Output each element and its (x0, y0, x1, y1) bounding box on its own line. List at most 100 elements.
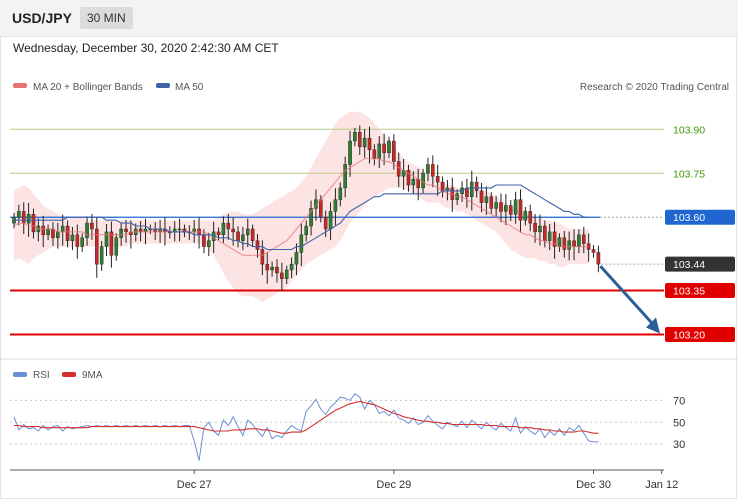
candle-body (577, 234, 581, 247)
x-tick-label: Dec 27 (177, 479, 212, 491)
candle-body (26, 214, 31, 224)
ma20-legend-swatch (13, 83, 27, 88)
candle-body (202, 234, 206, 247)
candle-body (411, 178, 416, 186)
bollinger-band-area (14, 111, 589, 303)
copyright-label: Research © 2020 Trading Central (580, 82, 729, 93)
candle-body (294, 252, 299, 265)
candle-body (319, 199, 323, 218)
last-price-label: 103.44 (673, 259, 705, 271)
candle-body (109, 231, 114, 256)
candle-body (211, 231, 216, 241)
rsi-ma-line (14, 400, 599, 434)
candle-body (275, 266, 279, 274)
candlesticks (12, 125, 601, 292)
candle-body (367, 137, 372, 151)
candle-body (21, 211, 26, 224)
candle-body (533, 222, 537, 233)
candle-body (552, 231, 557, 247)
candle-body (494, 202, 498, 209)
candle-body (75, 234, 80, 247)
ma50-legend-swatch (156, 83, 170, 88)
price-levels (10, 128, 664, 336)
rsi-legend-label: RSI (33, 370, 50, 381)
candle-body (596, 252, 601, 265)
x-axis: Dec 27 Dec 29 Dec 30 Jan 12 (10, 469, 678, 491)
candle-body (562, 237, 567, 250)
candle-body (484, 196, 489, 203)
resistance-label-103-75: 103.75 (673, 168, 705, 180)
candle-body (377, 143, 382, 159)
candle-body (440, 181, 445, 192)
candle-body (518, 199, 523, 221)
candle-body (343, 164, 347, 189)
candle-body (338, 187, 343, 200)
candle-body (124, 228, 128, 233)
candle-body (528, 211, 533, 224)
candle-body (499, 202, 503, 212)
candle-body (304, 225, 309, 236)
candle-body (357, 132, 362, 148)
candle-body (538, 225, 542, 233)
candle-body (523, 211, 528, 221)
candle-body (289, 263, 294, 271)
candle-body (80, 237, 84, 247)
candle-body (387, 140, 391, 153)
candle-body (572, 240, 576, 247)
candle-body (90, 222, 94, 230)
candle-body (333, 199, 338, 212)
candle-body (255, 240, 260, 250)
candle-body (46, 228, 50, 236)
forecast-arrow-head (646, 317, 660, 334)
candle-body (591, 249, 596, 253)
rsi-ma-legend-swatch (62, 372, 76, 377)
candle-body (56, 231, 60, 238)
candle-body (94, 228, 99, 265)
candle-body (85, 222, 89, 238)
candle-body (543, 225, 547, 241)
chart-frame (0, 36, 737, 499)
ma20-line (13, 158, 589, 256)
candle-body (392, 140, 396, 162)
candle-body (245, 228, 250, 236)
candle-body (581, 234, 586, 244)
candle-body (231, 228, 235, 233)
candle-body (41, 225, 46, 236)
chart-datetime: Wednesday, December 30, 2020 2:42:30 AM … (13, 41, 279, 55)
candle-body (348, 140, 352, 165)
timeframe-button[interactable]: 30 MIN (80, 7, 133, 29)
level-labels: 103.90 103.75 103.60 103.44 103.35 103.20 (665, 124, 735, 342)
candle-body (236, 231, 240, 241)
candle-body (489, 196, 494, 209)
ma20-legend-label: MA 20 + Bollinger Bands (33, 82, 143, 93)
candle-body (416, 178, 421, 189)
candle-body (508, 205, 513, 215)
symbol-title: USD/JPY (12, 10, 72, 26)
candle-body (469, 181, 474, 197)
support-tag-103-35 (665, 283, 735, 299)
candle-body (426, 164, 430, 174)
candle-body (431, 164, 435, 177)
candle-body (280, 272, 284, 279)
candle-body (270, 266, 274, 271)
resistance-label-103-90: 103.90 (673, 124, 705, 136)
top-bar: USD/JPY 30 MIN (0, 0, 738, 37)
candle-body (328, 211, 333, 230)
support-label-103-35: 103.35 (673, 286, 705, 298)
candle-body (474, 181, 479, 192)
candle-body (119, 228, 123, 238)
candle-body (216, 231, 221, 236)
candle-body (250, 228, 255, 241)
candle-body (382, 143, 386, 153)
candle-body (31, 214, 36, 233)
candle-body (465, 187, 469, 197)
moving-averages (13, 158, 589, 256)
candle-body (362, 137, 367, 148)
candle-body (557, 237, 562, 247)
candle-body (221, 222, 226, 236)
candle-body (421, 173, 425, 189)
candle-body (226, 222, 231, 230)
candle-body (70, 234, 75, 241)
rsi-tick-50: 50 (673, 417, 685, 429)
rsi-panel: 70 50 30 (10, 393, 685, 461)
